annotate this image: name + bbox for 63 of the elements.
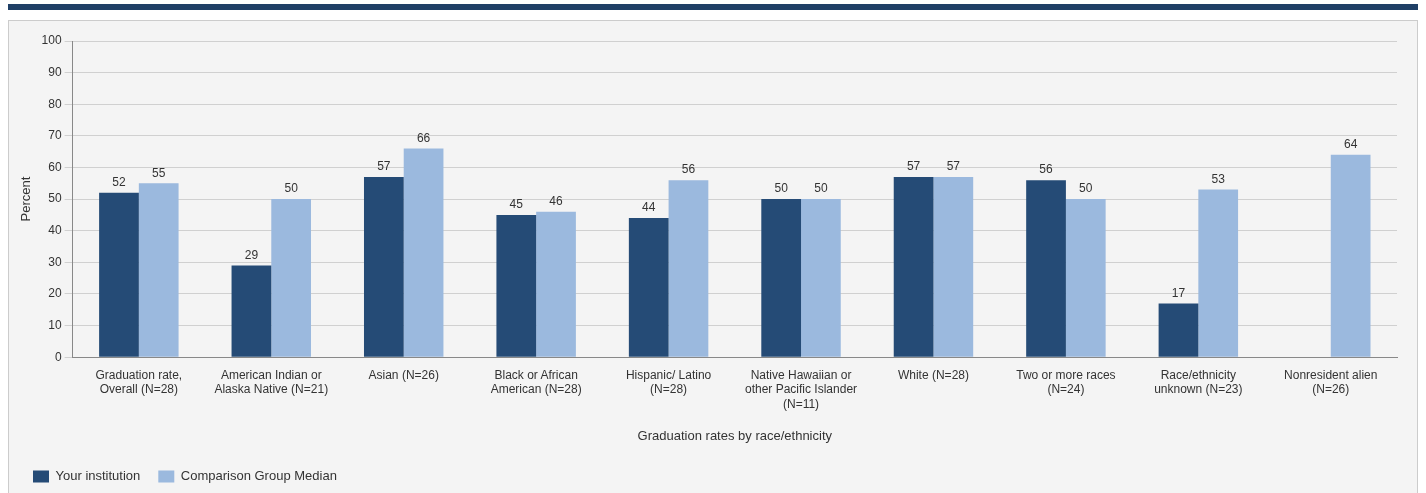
x-tick-label: Hispanic/ Latino (N=28) xyxy=(625,367,712,397)
data-label: 50 xyxy=(814,181,828,196)
bar xyxy=(1026,180,1066,357)
data-label: 56 xyxy=(681,162,696,177)
data-label: 46 xyxy=(549,194,564,209)
bar xyxy=(363,176,404,357)
bar xyxy=(271,199,312,357)
bar xyxy=(99,192,139,357)
data-label: 50 xyxy=(774,181,789,196)
y-tick-label: 30 xyxy=(48,254,62,269)
bar xyxy=(231,265,272,357)
y-axis-title: Percent xyxy=(18,176,34,222)
bar xyxy=(933,176,974,357)
y-tick-label: 0 xyxy=(54,349,62,364)
bar xyxy=(761,199,802,357)
bar xyxy=(496,214,537,357)
y-tick-label: 40 xyxy=(48,223,62,238)
data-label: 45 xyxy=(509,197,524,212)
bar xyxy=(403,148,444,357)
data-label: 55 xyxy=(152,165,166,180)
data-label: 57 xyxy=(906,159,921,174)
x-tick-label: Race/ethnicity unknown (N=23) xyxy=(1154,367,1243,397)
data-label: 57 xyxy=(946,159,961,174)
x-tick-label: Graduation rate, Overall (N=28) xyxy=(95,367,183,397)
y-tick-label: 90 xyxy=(48,64,62,79)
x-tick-label: Native Hawaiian or other Pacific Islander (N=11) xyxy=(745,367,858,411)
data-label: 66 xyxy=(416,130,431,145)
y-tick-label: 80 xyxy=(48,96,62,111)
y-tick-label: 10 xyxy=(48,317,62,332)
x-tick-label: American Indian or Alaska Native (N=21) xyxy=(214,367,329,397)
bar xyxy=(893,176,934,357)
y-tick-label: 70 xyxy=(48,128,62,143)
x-tick-label: Nonresident alien (N=26) xyxy=(1284,367,1378,397)
data-label: 56 xyxy=(1039,162,1054,177)
y-tick-label: 50 xyxy=(48,191,62,206)
x-axis-title: Graduation rates by race/ethnicity xyxy=(637,427,833,443)
bar xyxy=(628,218,669,357)
bar xyxy=(1158,303,1199,357)
data-label: 17 xyxy=(1171,285,1186,300)
bar xyxy=(1065,199,1106,357)
bar xyxy=(801,199,841,357)
bar xyxy=(1198,189,1239,357)
bar xyxy=(1330,154,1371,357)
x-tick-label: Two or more races (N=24) xyxy=(1016,367,1116,397)
data-label: 50 xyxy=(284,181,299,196)
data-label: 50 xyxy=(1079,181,1093,196)
data-label: 52 xyxy=(112,175,126,190)
data-label: 29 xyxy=(244,247,259,262)
legend-label: Comparison Group Median xyxy=(180,468,337,484)
data-label: 44 xyxy=(642,200,656,215)
data-label: 57 xyxy=(377,159,391,174)
y-tick-label: 60 xyxy=(48,159,62,174)
bar xyxy=(138,183,179,357)
data-label: 64 xyxy=(1343,137,1358,152)
y-tick-label: 100 xyxy=(41,33,62,48)
data-label: 53 xyxy=(1211,171,1226,186)
bar xyxy=(668,180,709,357)
bar xyxy=(536,211,576,357)
legend-label: Your institution xyxy=(55,468,141,484)
x-tick-label: Asian (N=26) xyxy=(368,367,439,382)
x-tick-label: Black or African American (N=28) xyxy=(490,367,582,397)
x-tick-label: White (N=28) xyxy=(897,367,969,382)
y-tick-label: 20 xyxy=(48,286,62,301)
